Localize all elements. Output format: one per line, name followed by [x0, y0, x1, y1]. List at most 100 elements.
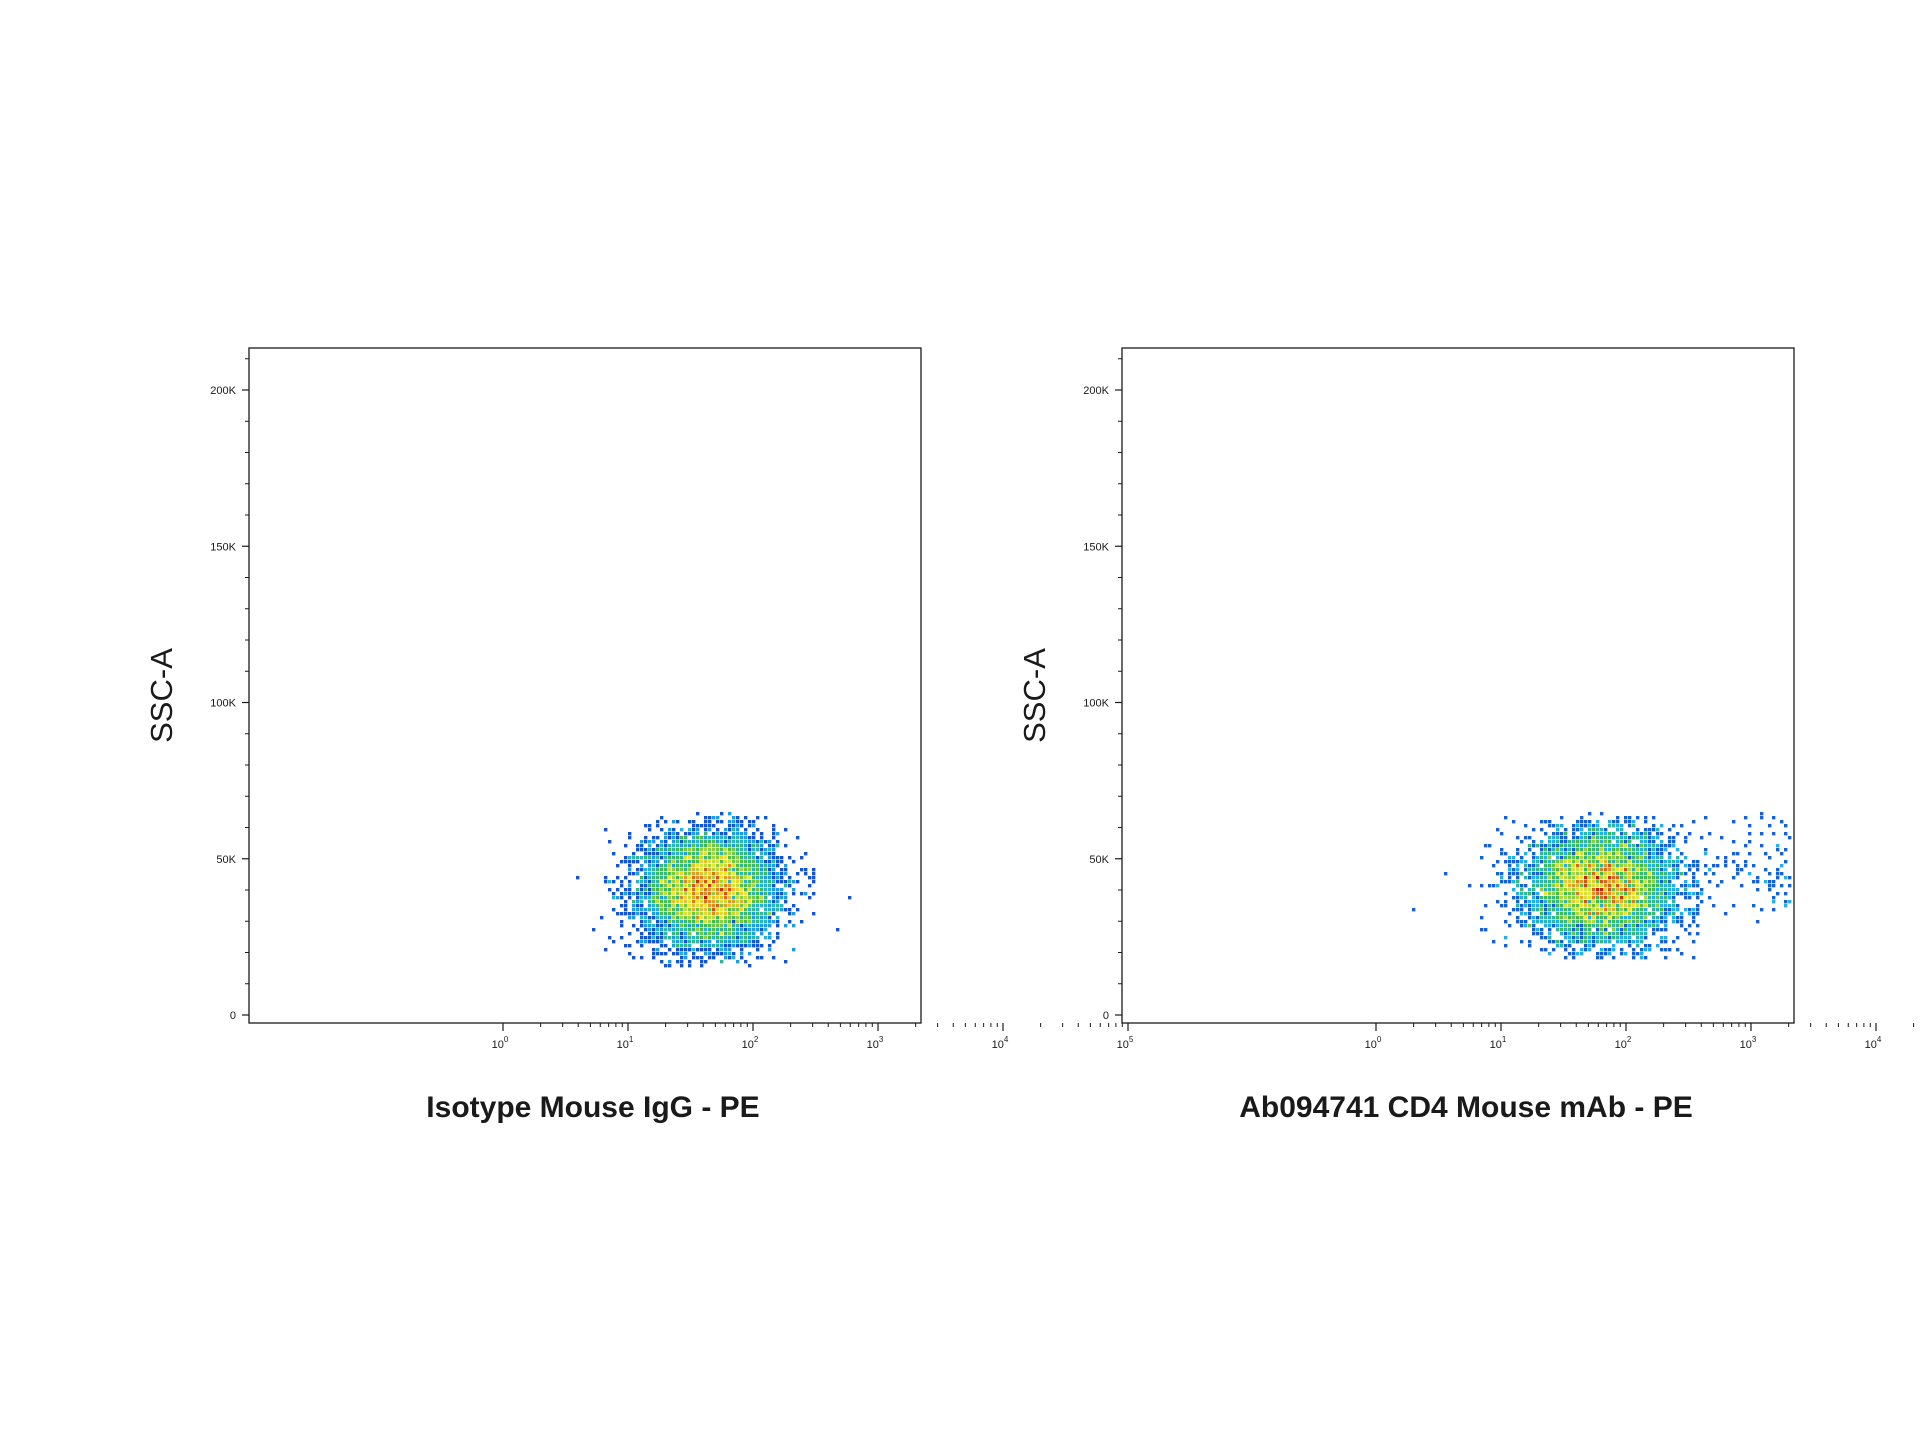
event-dot	[772, 912, 776, 916]
event-dot	[676, 928, 680, 932]
event-dot	[788, 908, 792, 912]
event-dot	[1772, 896, 1776, 900]
event-dot	[1576, 896, 1580, 900]
event-dot	[776, 916, 780, 920]
event-dot	[1672, 940, 1676, 944]
event-dot	[1768, 856, 1772, 860]
event-dot	[1632, 904, 1636, 908]
event-dot	[652, 916, 656, 920]
event-dot	[608, 880, 612, 884]
event-dot	[1552, 832, 1556, 836]
event-dot	[1592, 904, 1596, 908]
event-dot	[732, 908, 736, 912]
event-dot	[1616, 924, 1620, 928]
event-dot	[1692, 880, 1696, 884]
event-dot	[1748, 832, 1752, 836]
event-dot	[736, 864, 740, 868]
event-dot	[1572, 860, 1576, 864]
event-dot	[688, 864, 692, 868]
x-tick-label: 101	[617, 1035, 634, 1051]
event-dot	[1572, 948, 1576, 952]
event-dot	[716, 880, 720, 884]
event-dot	[736, 832, 740, 836]
event-dot	[720, 836, 724, 840]
event-dot	[748, 848, 752, 852]
event-dot	[1696, 924, 1700, 928]
event-dot	[1552, 840, 1556, 844]
event-dot	[788, 856, 792, 860]
event-dot	[1732, 820, 1736, 824]
event-dot	[1624, 820, 1628, 824]
event-dot	[616, 864, 620, 868]
event-dot	[740, 944, 744, 948]
event-dot	[1564, 904, 1568, 908]
event-dot	[1600, 812, 1604, 816]
event-dot	[1788, 836, 1792, 840]
event-dot	[1584, 924, 1588, 928]
event-dot	[1600, 940, 1604, 944]
event-dot	[716, 924, 720, 928]
event-dot	[1480, 884, 1484, 888]
event-dot	[1708, 896, 1712, 900]
event-dot	[676, 940, 680, 944]
event-dot	[672, 880, 676, 884]
event-dot	[1600, 920, 1604, 924]
event-dot	[724, 872, 728, 876]
event-dot	[1664, 928, 1668, 932]
event-dot	[640, 844, 644, 848]
event-dot	[744, 832, 748, 836]
event-dot	[1576, 844, 1580, 848]
event-dot	[1572, 836, 1576, 840]
event-dot	[1576, 884, 1580, 888]
event-dot	[688, 900, 692, 904]
event-dot	[1540, 828, 1544, 832]
event-dot	[712, 896, 716, 900]
event-dot	[1576, 880, 1580, 884]
event-dot	[716, 884, 720, 888]
event-dot	[736, 928, 740, 932]
event-dot	[1732, 904, 1736, 908]
event-dot	[684, 916, 688, 920]
event-dot	[1620, 840, 1624, 844]
event-dot	[1544, 912, 1548, 916]
event-dot	[1572, 824, 1576, 828]
event-dot	[1556, 912, 1560, 916]
event-dot	[1608, 840, 1612, 844]
event-dot	[660, 892, 664, 896]
event-dot	[684, 872, 688, 876]
event-dot	[740, 880, 744, 884]
event-dot	[704, 920, 708, 924]
event-dot	[1560, 864, 1564, 868]
event-dot	[1576, 928, 1580, 932]
event-dot	[1644, 864, 1648, 868]
event-dot	[640, 956, 644, 960]
event-dot	[728, 904, 732, 908]
event-dot	[628, 860, 632, 864]
event-dot	[1612, 824, 1616, 828]
event-dot	[780, 860, 784, 864]
event-dot	[732, 864, 736, 868]
event-dot	[768, 880, 772, 884]
event-dot	[704, 952, 708, 956]
event-dot	[1588, 924, 1592, 928]
event-dot	[704, 912, 708, 916]
event-dot	[612, 852, 616, 856]
event-dot	[740, 884, 744, 888]
event-dot	[1580, 928, 1584, 932]
event-dot	[756, 860, 760, 864]
event-dot	[684, 940, 688, 944]
event-dot	[1548, 868, 1552, 872]
event-dot	[1640, 856, 1644, 860]
event-dot	[640, 916, 644, 920]
event-dot	[1672, 908, 1676, 912]
event-dot	[692, 928, 696, 932]
event-dot	[1604, 848, 1608, 852]
event-dot	[772, 836, 776, 840]
event-dot	[1644, 836, 1648, 840]
event-dot	[716, 936, 720, 940]
event-dot	[768, 892, 772, 896]
event-dot	[712, 944, 716, 948]
event-dot	[764, 920, 768, 924]
event-dot	[624, 876, 628, 880]
event-dot	[1564, 944, 1568, 948]
